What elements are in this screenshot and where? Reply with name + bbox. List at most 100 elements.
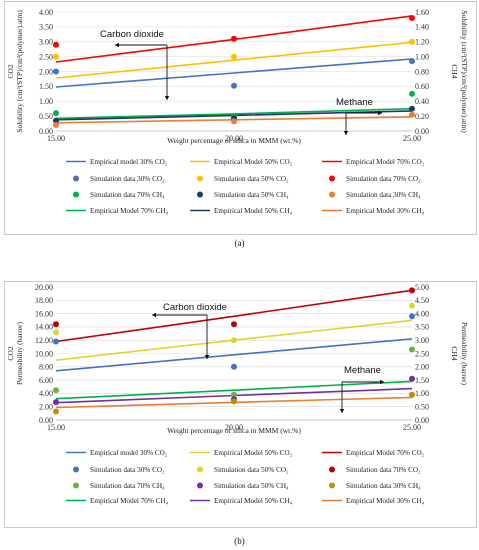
y-left-tick-label: 0.50 [39,112,53,121]
x-tick-label: 25.00 [403,423,421,432]
legend-dot-swatch [73,175,79,182]
y-right-axis-title-gas: CH4 [450,64,459,78]
data-point [53,338,59,345]
y-left-tick-label: 0.00 [39,127,53,136]
legend-dot-swatch [73,482,79,489]
y-left-tick-label: 10.00 [35,349,53,358]
legend-label: Simulation data 30% CH₄ [346,482,421,490]
legend-label: Empirical Model 50% CO₂ [214,449,293,457]
legend-dot-swatch [197,482,203,489]
data-point [409,346,415,353]
legend-label: Simulation data 30% CO₂ [90,466,165,474]
data-point [409,111,415,118]
data-point [231,363,237,370]
data-point [53,41,59,48]
data-point [409,38,415,45]
y-right-tick-label: 0.00 [415,416,429,425]
data-point [231,53,237,60]
data-point [231,398,237,405]
data-point [231,391,237,398]
data-point [409,105,415,112]
arrowhead [343,131,349,135]
legend-label: Simulation data 70% CO₂ [346,175,421,183]
y-left-tick-label: 20.00 [35,283,53,292]
legend-label: Empirical Model 30% CH₄ [346,497,425,505]
series-line [55,289,413,343]
y-left-tick-label: 18.00 [35,296,53,305]
arrowhead [378,110,382,116]
data-point [231,118,237,125]
data-point [53,408,59,415]
y-right-tick-label: 5.00 [415,283,429,292]
y-right-axis-title: Solubility (cm³(STP)/cm³(polymer).atm) [460,10,469,133]
data-point [409,58,415,65]
data-point [53,399,59,406]
legend-label: Simulation data 50% CH₄ [214,191,289,199]
data-point [231,82,237,89]
data-point [53,117,59,124]
y-right-axis-title: Permeability (barrer) [460,322,469,386]
annotation-methane: Methane [344,365,381,376]
y-right-axis-title-gas: CH4 [450,346,459,360]
legend-label: Empirical Model 70% CH₄ [90,497,169,505]
data-point [409,287,415,294]
legend-dot-swatch [197,191,203,198]
y-right-tick-label: 0.50 [415,403,429,412]
data-point [53,53,59,60]
data-point [409,302,415,309]
y-right-tick-label: 1.20 [415,38,429,47]
legend-label: Empirical Model 70% CO₂ [346,449,425,457]
y-right-tick-label: 3.00 [415,336,429,345]
x-tick-label: 20.00 [225,134,243,143]
y-right-tick-label: 1.40 [415,23,429,32]
data-point [409,313,415,320]
data-point [53,122,59,129]
panel-caption-a: (a) [234,238,245,248]
legend-label: Empirical model 30% CO₂ [90,449,168,457]
legend-label: Empirical Model 50% CH₄ [214,207,293,215]
legend-dot-swatch [197,466,203,473]
chart-a: 0.00 0.50 1.00 1.50 2.00 2.50 3.00 3.50 4.00 0.00… [6,8,469,215]
data-point [53,321,59,328]
annotation-carbon-dioxide: Carbon dioxide [163,302,227,313]
y-right-tick-label: 0.20 [415,112,429,121]
y-left-tick-label: 2.00 [39,67,53,76]
x-axis-title: Weight percentage of silica in MMM (wt.%… [167,426,301,435]
data-point [53,110,59,117]
y-left-tick-label: 3.00 [39,38,53,47]
legend-label: Empirical Model 50% CH₄ [214,497,293,505]
legend-label: Simulation data 50% CO₂ [214,175,289,183]
y-right-tick-label: 1.00 [415,52,429,61]
y-right-tick-label: 4.00 [415,309,429,318]
series-line [55,41,413,79]
y-right-tick-label: 1.00 [415,389,429,398]
legend-label: Simulation data 50% CH₄ [214,482,289,490]
chart-b: 0.00 2.00 4.00 6.00 8.00 10.00 12.00 14.00 16.00… [6,283,469,505]
series-line [55,58,413,88]
legend-label: Empirical Model 70% CO₂ [346,158,425,166]
data-point [231,35,237,42]
y-right-tick-label: 2.50 [415,349,429,358]
figure-panel-a: 0.00 0.50 1.00 1.50 2.00 2.50 3.00 3.50 4.00 0.00… [4,1,477,248]
y-right-tick-label: 3.50 [415,323,429,332]
x-tick-label: 15.00 [47,423,65,432]
annotation-methane: Methane [336,97,373,108]
y-right-tick-label: 1.50 [415,376,429,385]
data-point [409,14,415,21]
legend-label: Empirical Model 50% CO₂ [214,158,293,166]
y-right-tick-label: 0.80 [415,67,429,76]
legend-dot-swatch [329,191,335,198]
legend-label: Simulation data 30% CH₄ [346,191,421,199]
legend-dot-swatch [329,175,335,182]
data-point [53,68,59,75]
figure-panel-b: 0.00 2.00 4.00 6.00 8.00 10.00 12.00 14.00 16.00… [0,275,479,550]
data-point [231,337,237,344]
y-right-tick-label: 4.50 [415,296,429,305]
legend-label: Simulation data 30% CO₂ [90,175,165,183]
y-right-tick-label: 0.00 [415,127,429,136]
series-line [55,380,413,400]
legend-label: Simulation data 50% CO₂ [214,466,289,474]
x-tick-label: 15.00 [47,134,65,143]
x-tick-label: 20.00 [225,423,243,432]
y-left-tick-label: 6.00 [39,376,53,385]
